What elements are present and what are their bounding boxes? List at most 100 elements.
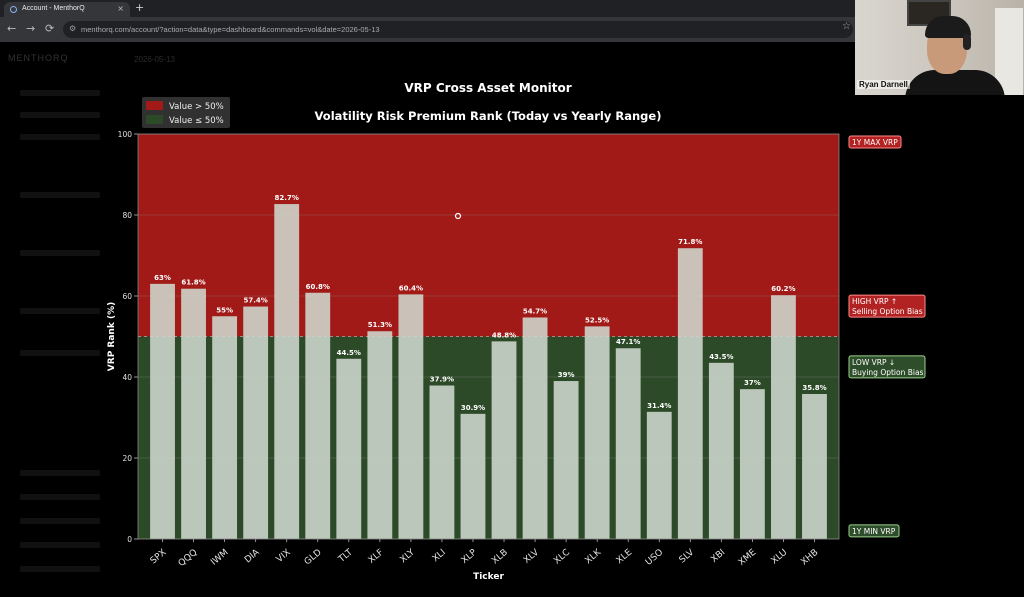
x-tick-label-vix: VIX <box>275 548 293 565</box>
bar-xme <box>739 389 765 539</box>
bar-xli <box>429 385 455 539</box>
value-label-dia: 57.4% <box>244 297 268 305</box>
annotation-max-vrp-box <box>848 135 902 149</box>
close-tab-icon[interactable]: × <box>117 4 124 13</box>
value-label-xlb: 48.8% <box>492 331 516 339</box>
door <box>995 8 1023 95</box>
bar-xhb <box>802 394 827 539</box>
value-label-xlc: 39% <box>558 371 575 379</box>
bookmark-star-icon[interactable]: ☆ <box>842 21 851 32</box>
y-tick-label: 40 <box>122 373 132 382</box>
sidebar-item[interactable] <box>20 518 100 524</box>
sidebar-item[interactable] <box>20 192 100 198</box>
forward-arrow-icon[interactable]: → <box>26 22 36 35</box>
bar-xbi <box>708 362 734 539</box>
legend-label-low: Value ≤ 50% <box>169 116 224 126</box>
value-label-xli: 37.9% <box>430 376 454 384</box>
annotation-high-vrp-text-1: HIGH VRP ↑ <box>852 297 897 306</box>
annotation-high-vrp-box <box>848 294 926 318</box>
sidebar-item[interactable] <box>20 90 100 96</box>
y-tick-label: 100 <box>118 130 133 139</box>
legend-box <box>142 97 230 128</box>
x-axis-label: Ticker <box>473 572 504 582</box>
value-label-xbi: 43.5% <box>709 353 733 361</box>
new-tab-button[interactable]: + <box>135 1 145 14</box>
site-info-icon[interactable]: ⚙ <box>69 24 77 33</box>
x-tick-label-xly: XLY <box>399 547 418 565</box>
value-label-xme: 37% <box>744 379 761 387</box>
url-text[interactable]: menthorq.com/account/?action=data&type=d… <box>81 25 380 34</box>
x-tick-label-xli: XLI <box>431 548 448 565</box>
y-tick-label: 20 <box>122 454 132 463</box>
bar-vix <box>274 204 300 539</box>
sidebar-item[interactable] <box>20 250 100 256</box>
annotation-low-vrp-text-2: Buying Option Bias <box>852 368 924 377</box>
x-tick-label-uso: USO <box>644 548 665 568</box>
x-tick-label-qqq: QQQ <box>177 548 200 569</box>
sidebar-item[interactable] <box>20 134 100 140</box>
bar-dia <box>243 306 269 539</box>
sidebar <box>0 80 110 597</box>
bar-iwm <box>212 316 238 539</box>
bar-xlc <box>553 381 579 539</box>
bar-qqq <box>181 288 206 539</box>
app-date: 2026-05-13 <box>134 55 175 64</box>
bar-tlt <box>336 358 362 539</box>
value-label-xlk: 52.5% <box>585 316 609 324</box>
site-favicon-icon <box>10 6 17 13</box>
value-label-gld: 60.8% <box>306 283 330 291</box>
sidebar-item[interactable] <box>20 542 100 548</box>
x-tick-label-dia: DIA <box>243 547 262 565</box>
annotation-low-vrp-text-1: LOW VRP ↓ <box>852 358 895 367</box>
chart-suptitle: VRP Cross Asset Monitor <box>404 81 571 95</box>
back-arrow-icon[interactable]: ← <box>7 22 17 35</box>
value-label-xlv: 54.7% <box>523 307 547 315</box>
bar-slv <box>677 248 703 539</box>
reload-icon[interactable]: ⟳ <box>45 22 55 35</box>
browser-tab-strip: Account - MenthorQ × + <box>0 0 1024 17</box>
x-tick-label-gld: GLD <box>303 548 324 568</box>
bar-xly <box>398 294 424 539</box>
sidebar-item[interactable] <box>20 350 100 356</box>
address-bar[interactable]: ⚙ menthorq.com/account/?action=data&type… <box>63 21 853 38</box>
x-tick-label-xlc: XLC <box>552 548 572 567</box>
y-tick-label: 80 <box>122 211 132 220</box>
app-logo: MENTHORQ <box>8 53 69 63</box>
x-tick-label-slv: SLV <box>678 547 697 565</box>
x-tick-label-xlp: XLP <box>460 547 480 566</box>
value-label-slv: 71.8% <box>678 238 702 246</box>
sidebar-item[interactable] <box>20 112 100 118</box>
headset-icon <box>963 34 971 50</box>
vrp-bar-chart: VRP Cross Asset Monitor Volatility Risk P… <box>107 81 926 582</box>
value-label-xlf: 51.3% <box>368 321 392 329</box>
x-tick-label-xlu: XLU <box>770 548 790 567</box>
x-tick-label-tlt: TLT <box>336 547 355 565</box>
value-label-xlp: 30.9% <box>461 404 485 412</box>
low-vrp-zone <box>138 336 839 539</box>
webcam-overlay: Ryan Darnell <box>855 0 1024 95</box>
sidebar-item[interactable] <box>20 566 100 572</box>
sidebar-item[interactable] <box>20 470 100 476</box>
sidebar-item[interactable] <box>20 308 100 314</box>
bar-xlb <box>491 341 517 539</box>
tab-title: Account - MenthorQ <box>22 5 85 12</box>
sidebar-item[interactable] <box>20 494 100 500</box>
chart-title: Volatility Risk Premium Rank (Today vs Y… <box>315 109 662 123</box>
x-tick-label-xlk: XLK <box>584 547 604 566</box>
annotation-min-vrp-text-1: 1Y MIN VRP <box>852 527 896 536</box>
x-tick-label-iwm: IWM <box>209 548 230 568</box>
value-label-xhb: 35.8% <box>802 384 826 392</box>
y-tick-label: 60 <box>122 292 132 301</box>
x-tick-label-xlf: XLF <box>367 548 386 566</box>
x-tick-label-xle: XLE <box>615 547 635 566</box>
annotation-low-vrp-box <box>848 355 926 379</box>
bar-spx <box>150 283 175 539</box>
bar-uso <box>646 411 672 539</box>
x-tick-label-xlb: XLB <box>490 548 510 567</box>
x-tick-label-spx: SPX <box>149 548 169 567</box>
legend-label-high: Value > 50% <box>169 102 224 112</box>
high-vrp-zone <box>138 134 839 337</box>
value-label-tlt: 44.5% <box>337 349 361 357</box>
browser-tab[interactable]: Account - MenthorQ × <box>4 2 130 17</box>
presenter-shoulders <box>905 70 1005 95</box>
